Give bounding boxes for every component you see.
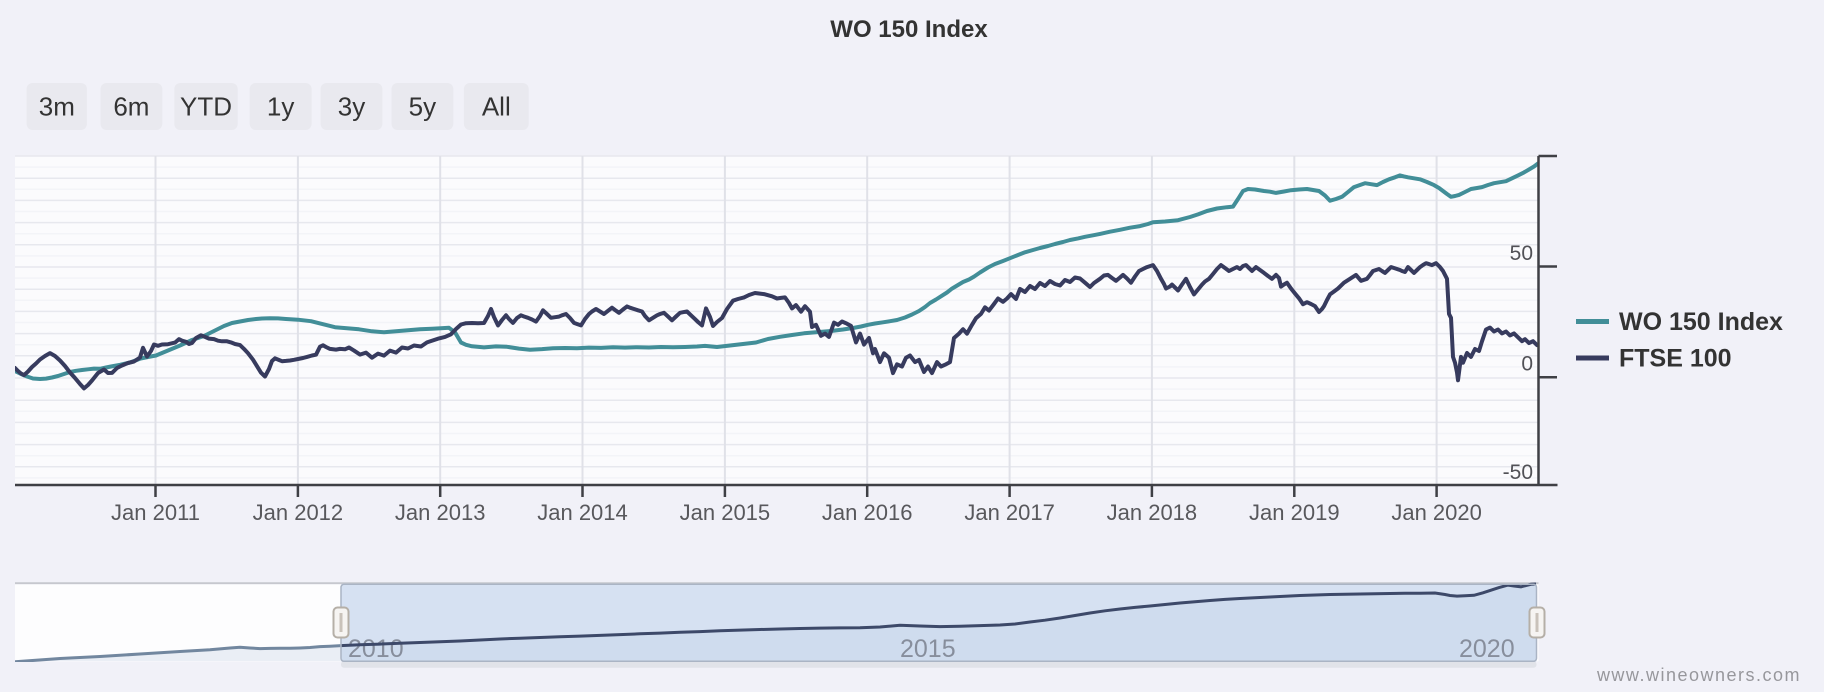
svg-text:-50: -50: [1503, 461, 1533, 484]
svg-text:WO 150 Index: WO 150 Index: [830, 16, 988, 43]
svg-text:2020: 2020: [1459, 635, 1515, 663]
svg-text:1y: 1y: [267, 92, 294, 122]
svg-text:YTD: YTD: [180, 92, 232, 122]
svg-text:Jan 2012: Jan 2012: [253, 500, 344, 525]
svg-text:All: All: [482, 92, 511, 122]
svg-text:Jan 2013: Jan 2013: [395, 500, 486, 525]
svg-text:www.wineowners.com: www.wineowners.com: [1596, 665, 1801, 685]
svg-text:2010: 2010: [348, 635, 404, 663]
svg-text:Jan 2015: Jan 2015: [680, 500, 771, 525]
svg-text:Jan 2016: Jan 2016: [822, 500, 913, 525]
svg-text:3m: 3m: [39, 92, 75, 122]
svg-text:Jan 2017: Jan 2017: [964, 500, 1055, 525]
svg-text:Jan 2019: Jan 2019: [1249, 500, 1340, 525]
svg-text:3y: 3y: [338, 92, 365, 122]
svg-text:FTSE 100: FTSE 100: [1619, 345, 1732, 373]
svg-text:6m: 6m: [113, 92, 149, 122]
svg-text:Jan 2011: Jan 2011: [111, 500, 200, 525]
svg-text:5y: 5y: [409, 92, 436, 122]
svg-text:Jan 2018: Jan 2018: [1107, 500, 1198, 525]
svg-text:50: 50: [1510, 242, 1533, 265]
svg-text:Jan 2014: Jan 2014: [537, 500, 628, 525]
svg-text:2015: 2015: [900, 635, 956, 663]
svg-text:0: 0: [1521, 353, 1533, 376]
svg-text:Jan 2020: Jan 2020: [1391, 500, 1482, 525]
svg-text:WO 150 Index: WO 150 Index: [1619, 308, 1783, 336]
